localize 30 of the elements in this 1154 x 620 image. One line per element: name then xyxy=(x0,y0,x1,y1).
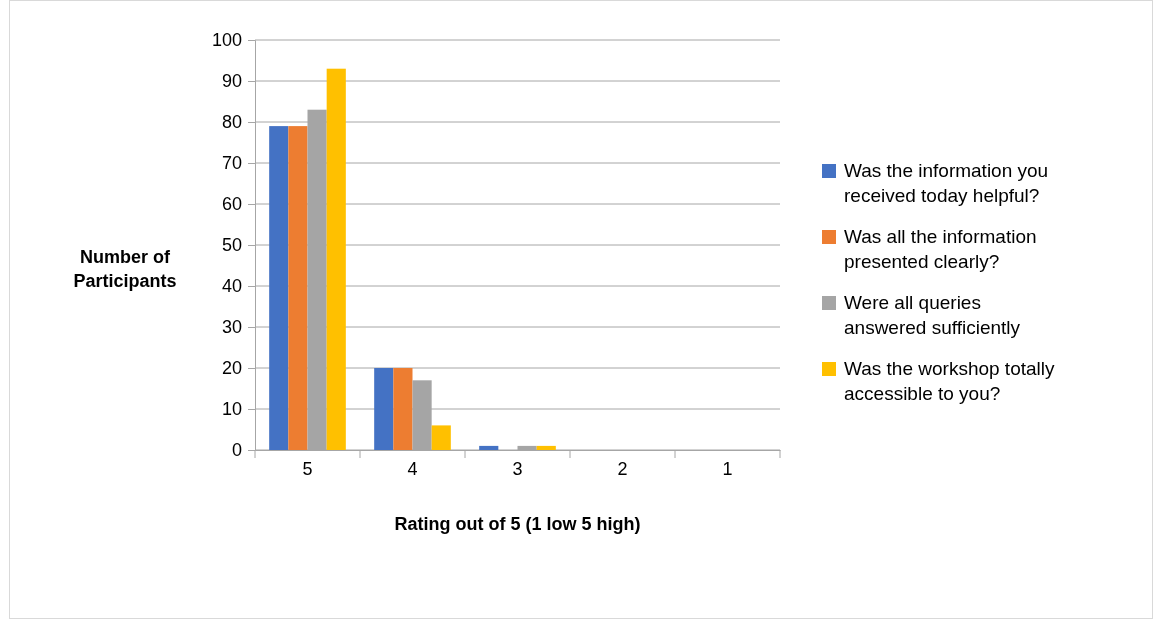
y-tick-label: 90 xyxy=(221,71,242,92)
legend-label: Were all queries answered sufficiently xyxy=(844,292,1021,338)
legend-label: Was the information you received today helpful? xyxy=(844,160,1049,206)
x-tick-label: 5 xyxy=(302,458,313,479)
bar xyxy=(479,445,499,450)
bar xyxy=(431,425,451,450)
y-tick-label: 20 xyxy=(221,358,242,379)
y-tick-label: 0 xyxy=(231,440,242,461)
bar xyxy=(326,68,346,450)
bar xyxy=(536,445,556,450)
y-axis-title: Number of Participants xyxy=(73,247,177,291)
y-tick-label: 70 xyxy=(221,153,242,174)
bar xyxy=(374,368,394,450)
legend-label: Was all the information presented clearly? xyxy=(844,226,1037,272)
bar xyxy=(288,126,308,450)
y-tick-label: 50 xyxy=(221,235,242,256)
x-axis-title: Rating out of 5 (1 low 5 high) xyxy=(394,514,641,534)
y-tick-label: 40 xyxy=(221,276,242,297)
x-tick-label: 3 xyxy=(512,458,523,479)
x-tick-label: 1 xyxy=(722,458,733,479)
y-tick-label: 80 xyxy=(221,112,242,133)
bar xyxy=(393,368,413,450)
y-tick-label: 10 xyxy=(221,399,242,420)
legend-label: Was the workshop totally accessible to you? xyxy=(844,358,1055,404)
y-tick-label: 100 xyxy=(211,30,242,51)
y-tick-label: 60 xyxy=(221,194,242,215)
y-tick-label: 30 xyxy=(221,317,242,338)
bar xyxy=(269,126,289,450)
x-tick-label: 2 xyxy=(617,458,628,479)
x-tick-label: 4 xyxy=(407,458,418,479)
